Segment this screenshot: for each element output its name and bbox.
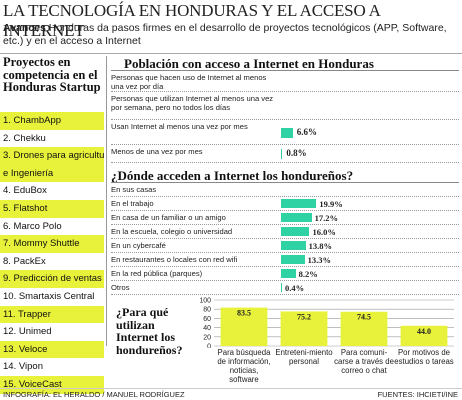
access-row-label: En el trabajo <box>111 199 154 208</box>
population-row-label: Menos de una vez por mes <box>111 147 203 156</box>
population-bar-value: 0.8% <box>286 148 307 158</box>
startup-item: 14. Vipon <box>3 361 43 373</box>
startup-item: 15. VoiceCast <box>0 375 104 394</box>
startup-item: 5. Flatshot <box>0 199 104 218</box>
credit-text: INFOGRAFÍA: EL HERALDO / MANUEL RODRÍGUE… <box>3 390 185 399</box>
usage-bar-value: 74.5 <box>357 313 371 322</box>
population-bar <box>281 127 293 138</box>
usage-category-label: Para búsqueda de información, noticias, … <box>217 348 271 384</box>
usage-bar <box>220 307 268 346</box>
access-bar-value: 0.4% <box>285 283 305 293</box>
access-row: En la red pública (parques) 8.2% <box>111 267 459 281</box>
panel-divider <box>106 56 107 346</box>
top-divider <box>0 53 462 54</box>
access-bar <box>281 283 282 292</box>
access-bar <box>281 213 312 222</box>
access-bar-value: 13.3% <box>307 255 332 265</box>
access-row: En la escuela, colegio o universidad 16.0… <box>111 225 459 239</box>
startup-item: 2. Chekku <box>3 132 46 144</box>
usage-bar <box>280 311 328 346</box>
startup-item: 13. Veloce <box>0 340 104 359</box>
access-row: En sus casas <box>111 183 459 197</box>
population-bar-value: 6.6% <box>296 126 317 137</box>
page-title: LA TECNOLOGÍA EN HONDURAS Y EL ACCESO A … <box>3 1 380 40</box>
access-chart-title: ¿Dónde acceden a Internet los hondureños… <box>111 168 354 183</box>
population-row: Menos de una vez por mes 0.8% <box>111 145 459 163</box>
startup-item: 6. Marco Polo <box>3 220 62 232</box>
usage-y-tick: 60 <box>203 316 211 323</box>
usage-chart: 100 80 60 40 20 0 83.5 75.2 74.5 44.0 <box>199 298 454 349</box>
startup-item: 3. Drones para agricultura <box>0 147 104 165</box>
usage-bar <box>340 311 388 346</box>
access-bar-value: 8.2% <box>298 269 318 279</box>
usage-bar-value: 83.5 <box>237 309 251 318</box>
usage-bar-value: 44.0 <box>417 327 431 336</box>
access-bar <box>281 199 317 208</box>
access-row-label: En la escuela, colegio o universidad <box>111 227 233 236</box>
access-bar <box>281 241 306 250</box>
usage-y-tick: 40 <box>203 325 211 332</box>
population-chart-title: Población con acceso a Internet en Hondu… <box>124 56 374 71</box>
usage-category-label: Por motivos de estudios o tareas <box>394 348 454 366</box>
startup-list: 1. ChambApp 2. Chekku 3. Drones para agric… <box>0 112 104 394</box>
startup-panel: Proyectos en competencia en el Honduras … <box>0 56 104 94</box>
startup-panel-title: Proyectos en competencia en el Honduras … <box>3 55 101 94</box>
startup-item: e Ingeniería <box>0 164 104 183</box>
population-row: Personas que hacen uso de Internet al me… <box>111 71 459 92</box>
access-top-rule <box>111 182 459 183</box>
population-row: Personas que utilizan Internet al menos … <box>111 92 459 120</box>
population-top-rule <box>111 70 459 71</box>
access-row-label: En un cybercafé <box>111 241 166 250</box>
usage-category-label: Para comuni-carse a través de correo o c… <box>334 348 394 375</box>
access-row-label: En sus casas <box>111 185 157 194</box>
access-row: En un cybercafé 13.8% <box>111 239 459 253</box>
access-bar-value: 16.0% <box>312 227 336 237</box>
access-bar-value: 13.8% <box>308 241 332 251</box>
access-bar <box>281 227 310 236</box>
population-bar <box>281 149 283 159</box>
usage-bar <box>400 325 448 346</box>
population-row: Usan Internet al menos una vez por mes 6.… <box>111 120 459 145</box>
startup-item: 4. EduBox <box>3 185 47 197</box>
subtitle-lead: Avances <box>3 22 46 34</box>
usage-chart-title: ¿Para qué utilizan Internet los hondureñ… <box>116 305 183 357</box>
access-bar <box>281 255 305 264</box>
startup-item: 9. Predicción de ventas <box>0 270 104 288</box>
startup-item: 10. Smartaxis Central <box>3 290 95 302</box>
usage-category-label: Entreteni-miento personal <box>275 348 333 366</box>
access-bar-value: 19.9% <box>319 199 343 209</box>
access-row: En casa de un familiar o un amigo 17.2% <box>111 211 459 225</box>
usage-y-tick: 80 <box>203 307 211 314</box>
usage-y-tick: 100 <box>199 298 211 305</box>
page-subtitle: Avances Honduras da pasos firmes en el d… <box>3 22 459 48</box>
usage-y-tick: 20 <box>203 334 211 341</box>
source-text: FUENTES: IHCIETI/INE <box>377 390 458 399</box>
usage-bar-value: 75.2 <box>297 312 311 321</box>
access-row-label: En restaurantes o locales con red wifi <box>111 255 238 264</box>
access-bar-value: 17.2% <box>314 213 338 223</box>
population-row-label: Personas que hacen uso de Internet al me… <box>111 73 267 91</box>
startup-item: 8. PackEx <box>3 255 46 267</box>
population-row-label: Personas que utilizan Internet al menos … <box>111 94 274 112</box>
startup-item: 11. Trapper <box>0 305 104 324</box>
subtitle-text: Honduras da pasos firmes en el desarroll… <box>3 22 447 47</box>
access-row-label: En casa de un familiar o un amigo <box>111 213 226 222</box>
access-row: En restaurantes o locales con red wifi 13… <box>111 253 459 267</box>
startup-item: 12. Unimed <box>3 326 52 338</box>
access-row-label: En la red pública (parques) <box>111 269 203 278</box>
bottom-divider <box>0 388 462 389</box>
access-row: En el trabajo 19.9% <box>111 197 459 211</box>
access-bar <box>281 269 296 278</box>
population-row-label: Usan Internet al menos una vez por mes <box>111 122 248 131</box>
usage-y-tick: 0 <box>207 344 211 349</box>
access-row: Otros 0.4% <box>111 281 459 295</box>
startup-item: 7. Mommy Shuttle <box>0 235 104 253</box>
access-row-label: Otros <box>111 283 130 292</box>
startup-item: 1. ChambApp <box>0 112 104 130</box>
